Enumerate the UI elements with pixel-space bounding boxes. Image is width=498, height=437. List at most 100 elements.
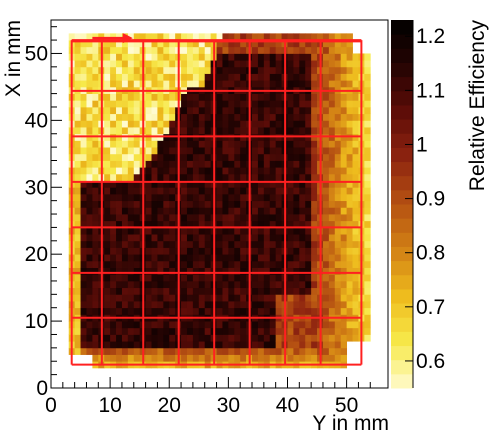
heatmap-cell [133,153,141,161]
heatmap-cell [80,287,87,295]
heatmap-cell [322,167,330,175]
heatmap-cell [163,66,170,74]
heatmap-cell [340,321,348,329]
heatmap-cell [346,193,353,202]
colorbar-tick-label: 1.2 [416,25,445,48]
heatmap-cell [269,327,277,335]
heatmap-cell [133,66,141,74]
heatmap-cell [110,93,117,101]
heatmap-cell [234,153,241,161]
heatmap-cell [287,234,294,242]
heatmap-cell [222,280,229,289]
heatmap-cell [352,234,359,242]
heatmap-cell [204,260,212,268]
heatmap-cell [287,160,294,168]
heatmap-cell [92,193,99,202]
heatmap-cell [204,254,212,262]
heatmap-cell [204,40,212,48]
heatmap-cell [222,200,229,208]
heatmap-cell [334,193,342,202]
heatmap-cell [257,167,265,175]
heatmap-cell [133,60,141,68]
heatmap-cell [228,193,235,202]
heatmap-cell [151,214,158,222]
heatmap-cell [340,301,348,309]
heatmap-cell [287,334,294,342]
heatmap-cell [198,80,206,88]
heatmap-cell [169,173,176,181]
heatmap-cell [133,347,141,355]
heatmap-cell [364,220,371,228]
heatmap-cell [299,254,306,262]
heatmap-cell [204,187,212,195]
heatmap-cell [228,247,235,255]
heatmap-cell [133,33,141,41]
heatmap-cell [364,207,371,215]
heatmap-cell [121,341,129,349]
heatmap-cell [364,173,371,181]
heatmap-cell [252,113,259,121]
heatmap-cell [222,341,229,349]
heatmap-cell [145,341,152,349]
heatmap-cell [228,127,235,135]
heatmap-cell [86,220,93,228]
heatmap-cell [121,93,129,101]
heatmap-cell [192,193,200,202]
heatmap-cell [198,214,206,222]
heatmap-cell [322,120,330,128]
heatmap-cell [328,167,336,175]
heatmap-cell [275,354,282,362]
heatmap-cell [151,53,158,61]
heatmap-cell [74,227,81,235]
heatmap-cell [104,80,111,88]
heatmap-cell [133,341,141,349]
heatmap-cell [121,53,129,61]
heatmap-cell [252,40,259,48]
heatmap-cell [192,93,200,101]
heatmap-cell [305,80,312,88]
heatmap-cell [74,260,81,268]
heatmap-cell [74,280,81,289]
heatmap-cell [352,334,359,342]
heatmap-cell [74,334,81,342]
heatmap-cell [293,66,300,74]
heatmap-cell [275,33,282,41]
heatmap-cell [346,214,353,222]
heatmap-cell [346,294,353,302]
heatmap-cell [186,247,194,255]
heatmap-cell [328,240,336,248]
heatmap-cell [116,173,123,181]
heatmap-cell [80,93,87,101]
heatmap-cell [340,53,348,61]
heatmap-cell [334,73,342,81]
heatmap-cell [234,113,241,121]
heatmap-cell [340,240,348,248]
heatmap-cell [133,294,141,302]
heatmap-cell [204,214,212,222]
heatmap-cell [257,127,265,135]
heatmap-cell [204,274,212,282]
heatmap-cell [86,307,93,315]
heatmap-cell [157,274,164,282]
heatmap-cell [92,327,99,335]
heatmap-cell [334,260,342,268]
heatmap-cell [163,93,170,101]
heatmap-cell [340,294,348,302]
heatmap-cell [305,33,312,41]
heatmap-cell [287,267,294,275]
heatmap-cell [151,307,158,315]
heatmap-cell [240,321,247,329]
heatmap-cell [110,294,117,302]
heatmap-cell [257,106,265,115]
heatmap-cell [311,167,318,175]
heatmap-cell [151,227,158,235]
heatmap-cell [293,60,300,68]
heatmap-cell [110,120,117,128]
heatmap-cell [299,173,306,181]
heatmap-cell [198,260,206,268]
heatmap-cell [263,113,271,121]
heatmap-cell [311,267,318,275]
heatmap-cell [116,46,123,54]
heatmap-cell [92,220,99,228]
heatmap-cell [92,287,99,295]
